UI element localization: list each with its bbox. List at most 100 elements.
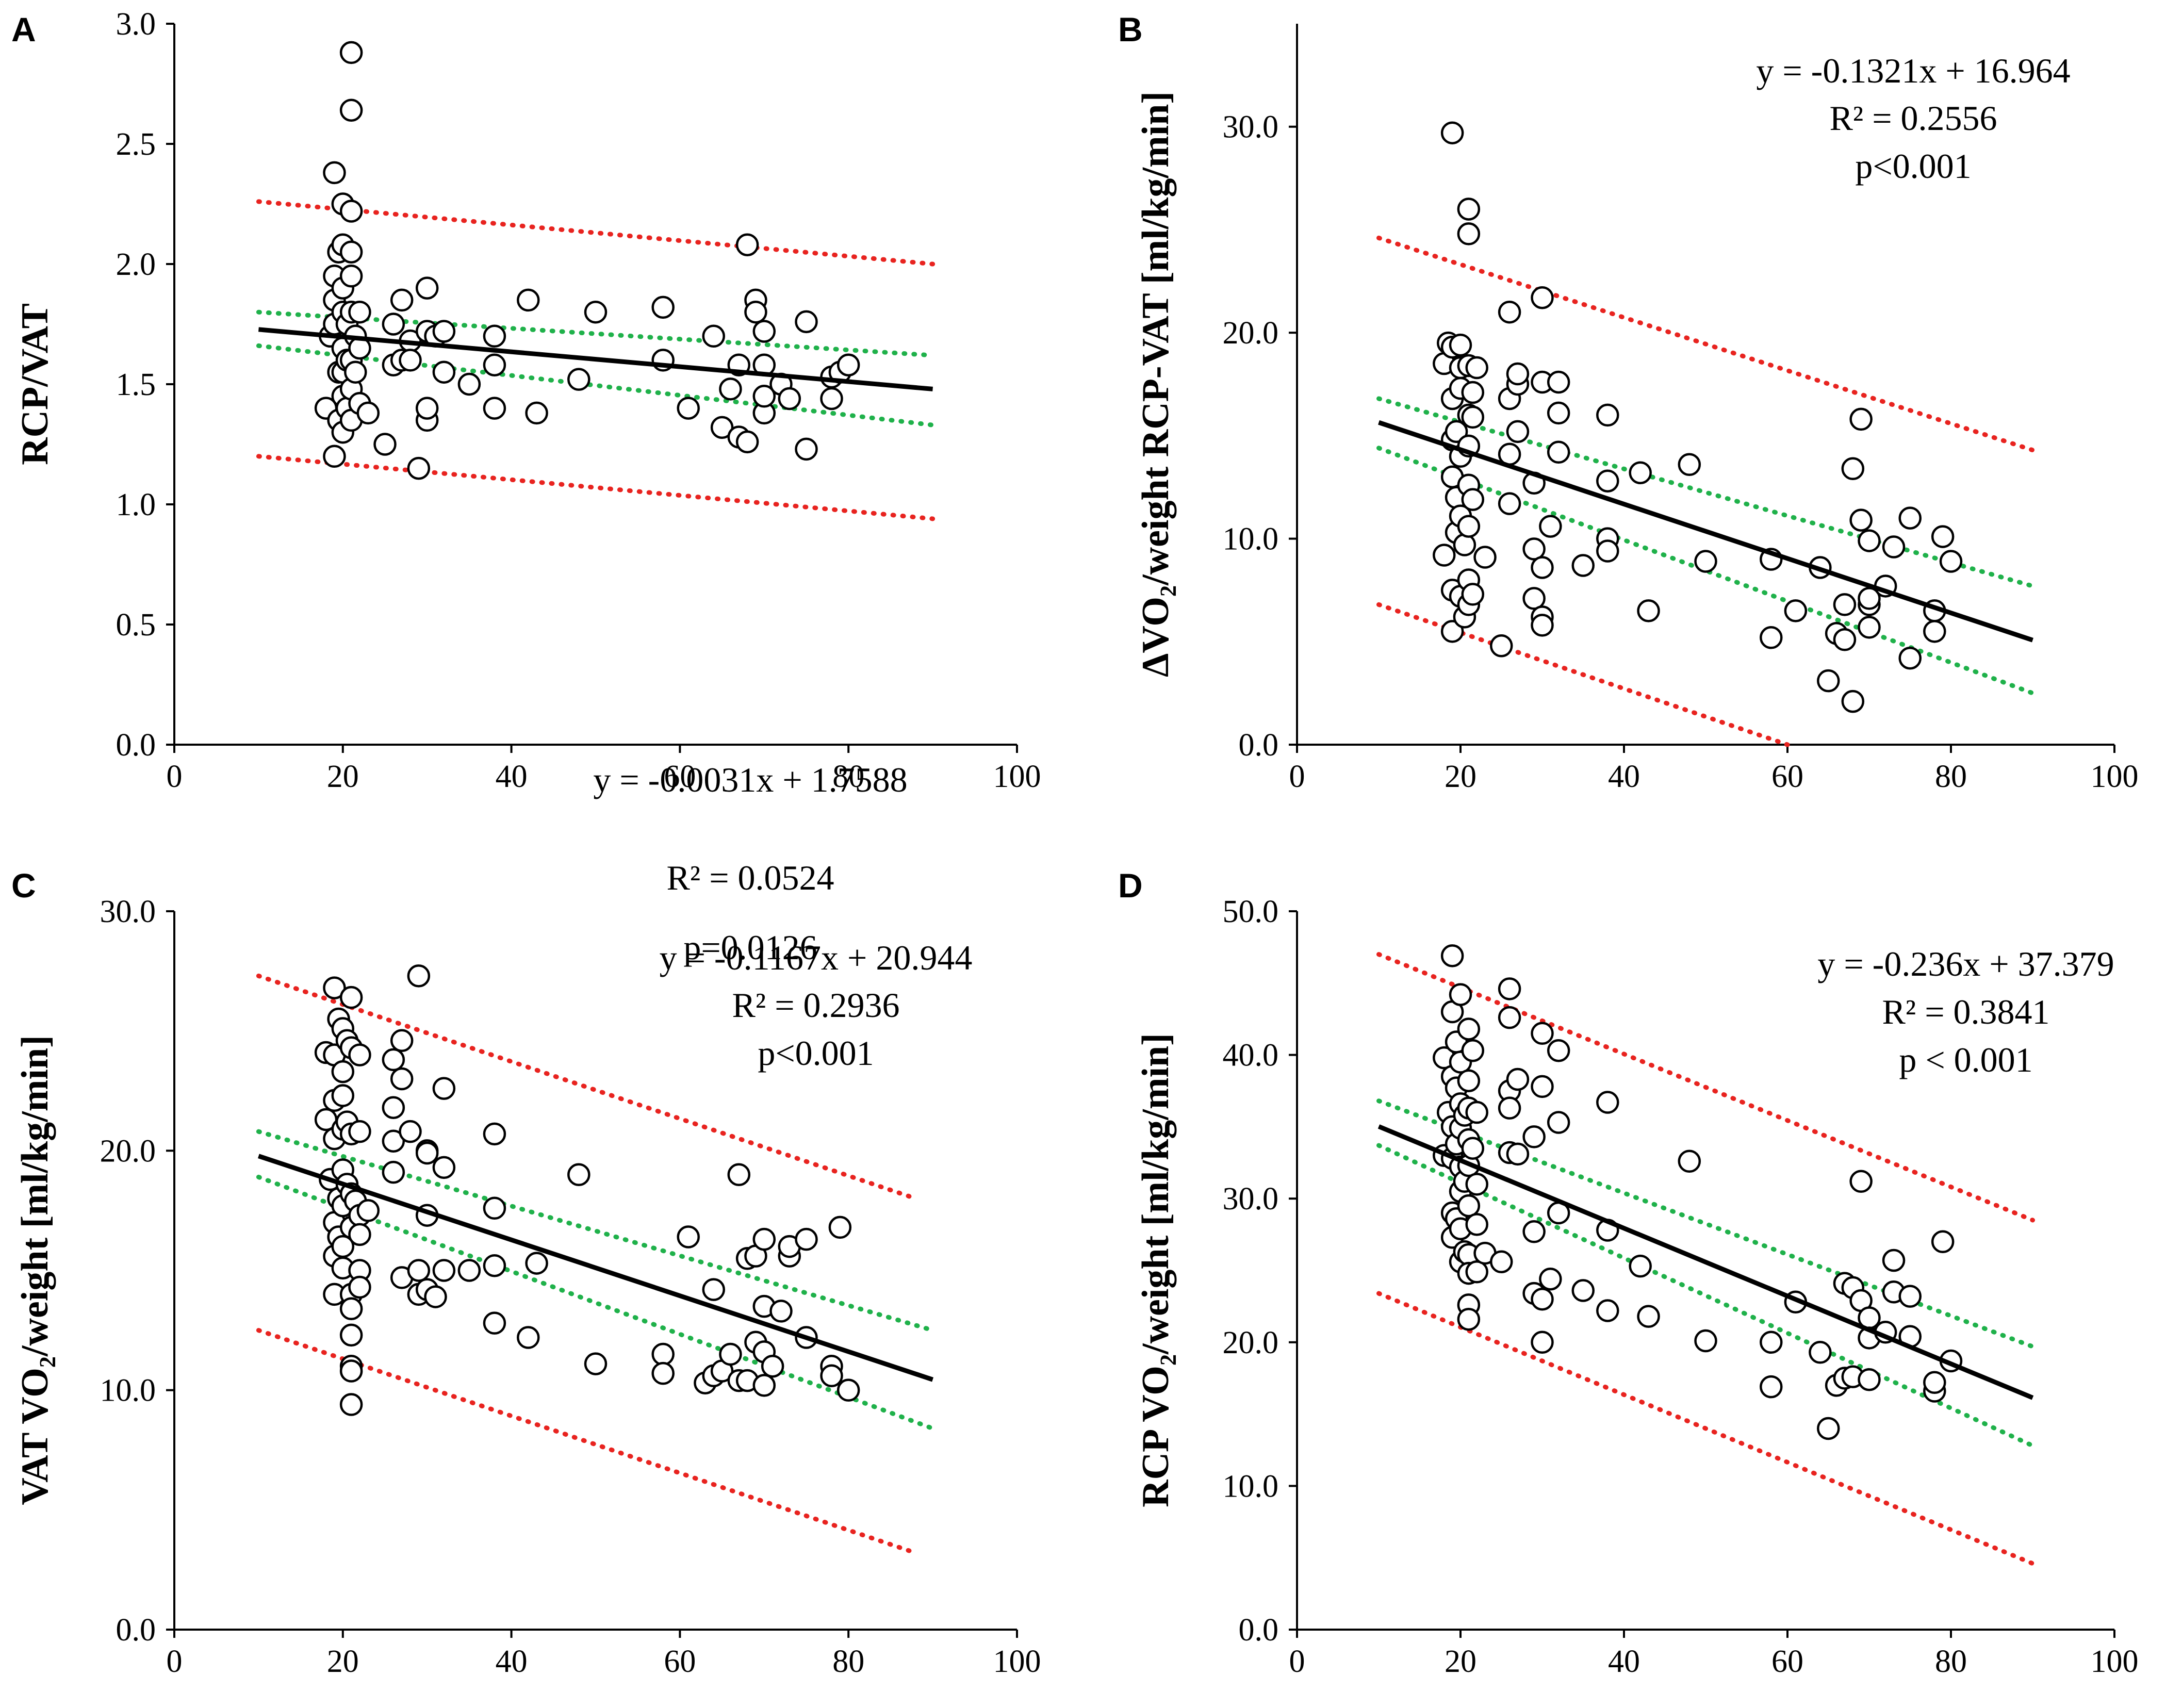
panel-a-data-point [820, 387, 843, 410]
panel-d-equation-text: y = -0.236x + 37.379 [1817, 944, 2114, 983]
panel-b-data-point [1433, 544, 1456, 567]
panel-c-data-point [323, 976, 346, 999]
panel-c-confidence-upper [256, 1129, 936, 1333]
panel-a-data-point [339, 41, 363, 64]
panel-c-equation-text: y = -0.1167x + 20.944 [660, 938, 973, 977]
panel-a-y-tick-label: 0.5 [116, 607, 156, 643]
panel-d-data-point [1539, 1267, 1562, 1291]
panel-d-data-point [1465, 1173, 1488, 1196]
panel-c-data-point [382, 1129, 405, 1153]
panel-b-data-point [1760, 626, 1783, 649]
panel-b-data-point [1445, 420, 1468, 444]
panel-c-data-point [382, 1160, 405, 1184]
panel-d-data-point [1858, 1368, 1881, 1391]
panel-a-data-point [432, 320, 456, 343]
panel-b-x-tick-label: 20 [1445, 759, 1476, 794]
panel-d-data-point [1440, 944, 1464, 967]
panel-a-data-point [415, 276, 439, 300]
panel-c-data-point [382, 1048, 405, 1072]
panel-d-data-point [1465, 1101, 1488, 1124]
panel-c-data-point [432, 1259, 456, 1282]
panel-d-x-tick-label: 60 [1771, 1644, 1803, 1679]
panel-c-data-point [795, 1227, 818, 1251]
panel-c: C 0 20 40 60 80 100 0.0 10.0 20.0 30.0 VAT VO₂/wei… [11, 866, 1041, 1679]
panel-c-data-point [424, 1285, 447, 1308]
panel-b-data-point [1882, 535, 1906, 559]
panel-d-data-point [1531, 1331, 1554, 1354]
panel-d-data-point [1461, 1039, 1485, 1062]
panel-a-y-tick-label: 1.5 [116, 367, 156, 402]
panel-a-data-point [483, 397, 506, 420]
panel-c-data-point [584, 1352, 608, 1375]
panel-c-data-point [331, 1060, 355, 1083]
panel-b-prediction-lower [1376, 602, 1790, 747]
panel-d-r-squared-text: R² = 0.3841 [1882, 992, 2049, 1031]
panel-a-data-point [719, 377, 742, 401]
panel-b-p-value-text: p<0.001 [1855, 146, 1971, 186]
panel-d-data-point [1449, 983, 1472, 1006]
panel-b-data-point [1694, 550, 1717, 573]
panel-b-data-point [1939, 550, 1963, 573]
panel-a-y-tick-label: 1.0 [116, 487, 156, 522]
panel-b-data-point [1498, 300, 1521, 324]
panel-b-data-point [1461, 488, 1485, 511]
panel-a-data-point [795, 437, 818, 461]
panel-b-confidence-upper [1376, 396, 2035, 588]
panel-d-y-tick-label: 0.0 [1239, 1613, 1279, 1648]
panel-a-data-point [344, 360, 367, 384]
panel-b-x-tick-label: 0 [1289, 759, 1305, 794]
panel-d-data-point [1465, 1260, 1488, 1284]
panel-b-data-point [1547, 440, 1570, 464]
panel-d-data-point [1498, 1096, 1521, 1120]
panel-b-data-point [1461, 381, 1485, 404]
panel-a-data-point [373, 433, 397, 456]
panel-b-data-point [1923, 620, 1946, 643]
panel-d-data-point [1522, 1220, 1546, 1243]
panel-a-data-point [415, 397, 439, 420]
panel-d-prediction-upper [1376, 952, 2035, 1223]
panel-c-data-point [828, 1216, 852, 1239]
panel-d-prediction-lower [1376, 1291, 2035, 1566]
panel-a-equation-text: y = -0.0031x + 1.7588 [593, 760, 907, 799]
panel-c-x-tick-label: 0 [167, 1644, 183, 1679]
panel-c-y-axis-label: VAT VO₂/weight [ml/kg/min] [14, 1035, 56, 1505]
panel-b-data-point [1457, 515, 1481, 538]
panel-a-data-point [584, 300, 608, 324]
panel-d-data-point [1694, 1329, 1717, 1353]
panel-d-data-point [1923, 1371, 1946, 1394]
panel-a-data-point [778, 387, 801, 410]
panel-b-data-point [1858, 529, 1881, 552]
panel-c-data-point [331, 1084, 355, 1107]
panel-a-data-point [348, 300, 371, 324]
panel-d-data-point [1898, 1285, 1922, 1308]
panel-b: B 0 20 40 60 80 100 0.0 10.0 20.0 30.0 ΔVO₂/weight… [1118, 10, 2139, 794]
panel-c-data-point [339, 1359, 363, 1383]
panel-c-data-point [651, 1342, 675, 1366]
panel-a-data-point [323, 445, 346, 468]
panel-a-regression-line [258, 327, 933, 391]
panel-d: D 0 20 40 60 80 100 0.0 10.0 20.0 30.0 40.0 50.0 RCP… [1118, 866, 2139, 1679]
panel-a-y-axis-label: RCP/VAT [14, 303, 56, 465]
panel-c-data-point [339, 986, 363, 1009]
panel-c-data-point [677, 1225, 700, 1249]
panel-a-data-point [677, 397, 700, 420]
panel-d-data-point [1457, 1307, 1481, 1331]
panel-b-confidence-lower [1376, 446, 2035, 696]
panel-c-data-point [348, 1275, 371, 1299]
panel-b-regression-line [1378, 420, 2033, 643]
panel-a-y-tick-label: 0.0 [116, 728, 156, 763]
panel-a-data-point [356, 401, 380, 425]
panel-a-x-tick-label: 20 [327, 759, 359, 794]
panel-c-y-tick-label: 10.0 [100, 1373, 156, 1408]
panel-b-data-point [1453, 533, 1476, 556]
panel-d-data-point [1637, 1305, 1660, 1328]
panel-a-data-point [483, 324, 506, 348]
panel-c-data-point [836, 1378, 860, 1402]
panel-a-y-tick-label: 2.5 [116, 127, 156, 162]
panel-c-data-point [348, 1043, 371, 1066]
panel-b-letter: B [1118, 10, 1143, 48]
panel-c-data-point [407, 964, 431, 988]
panel-a-data-point [567, 368, 590, 391]
panel-d-data-point [1498, 1006, 1521, 1029]
panel-d-x-tick-label: 80 [1935, 1644, 1967, 1679]
